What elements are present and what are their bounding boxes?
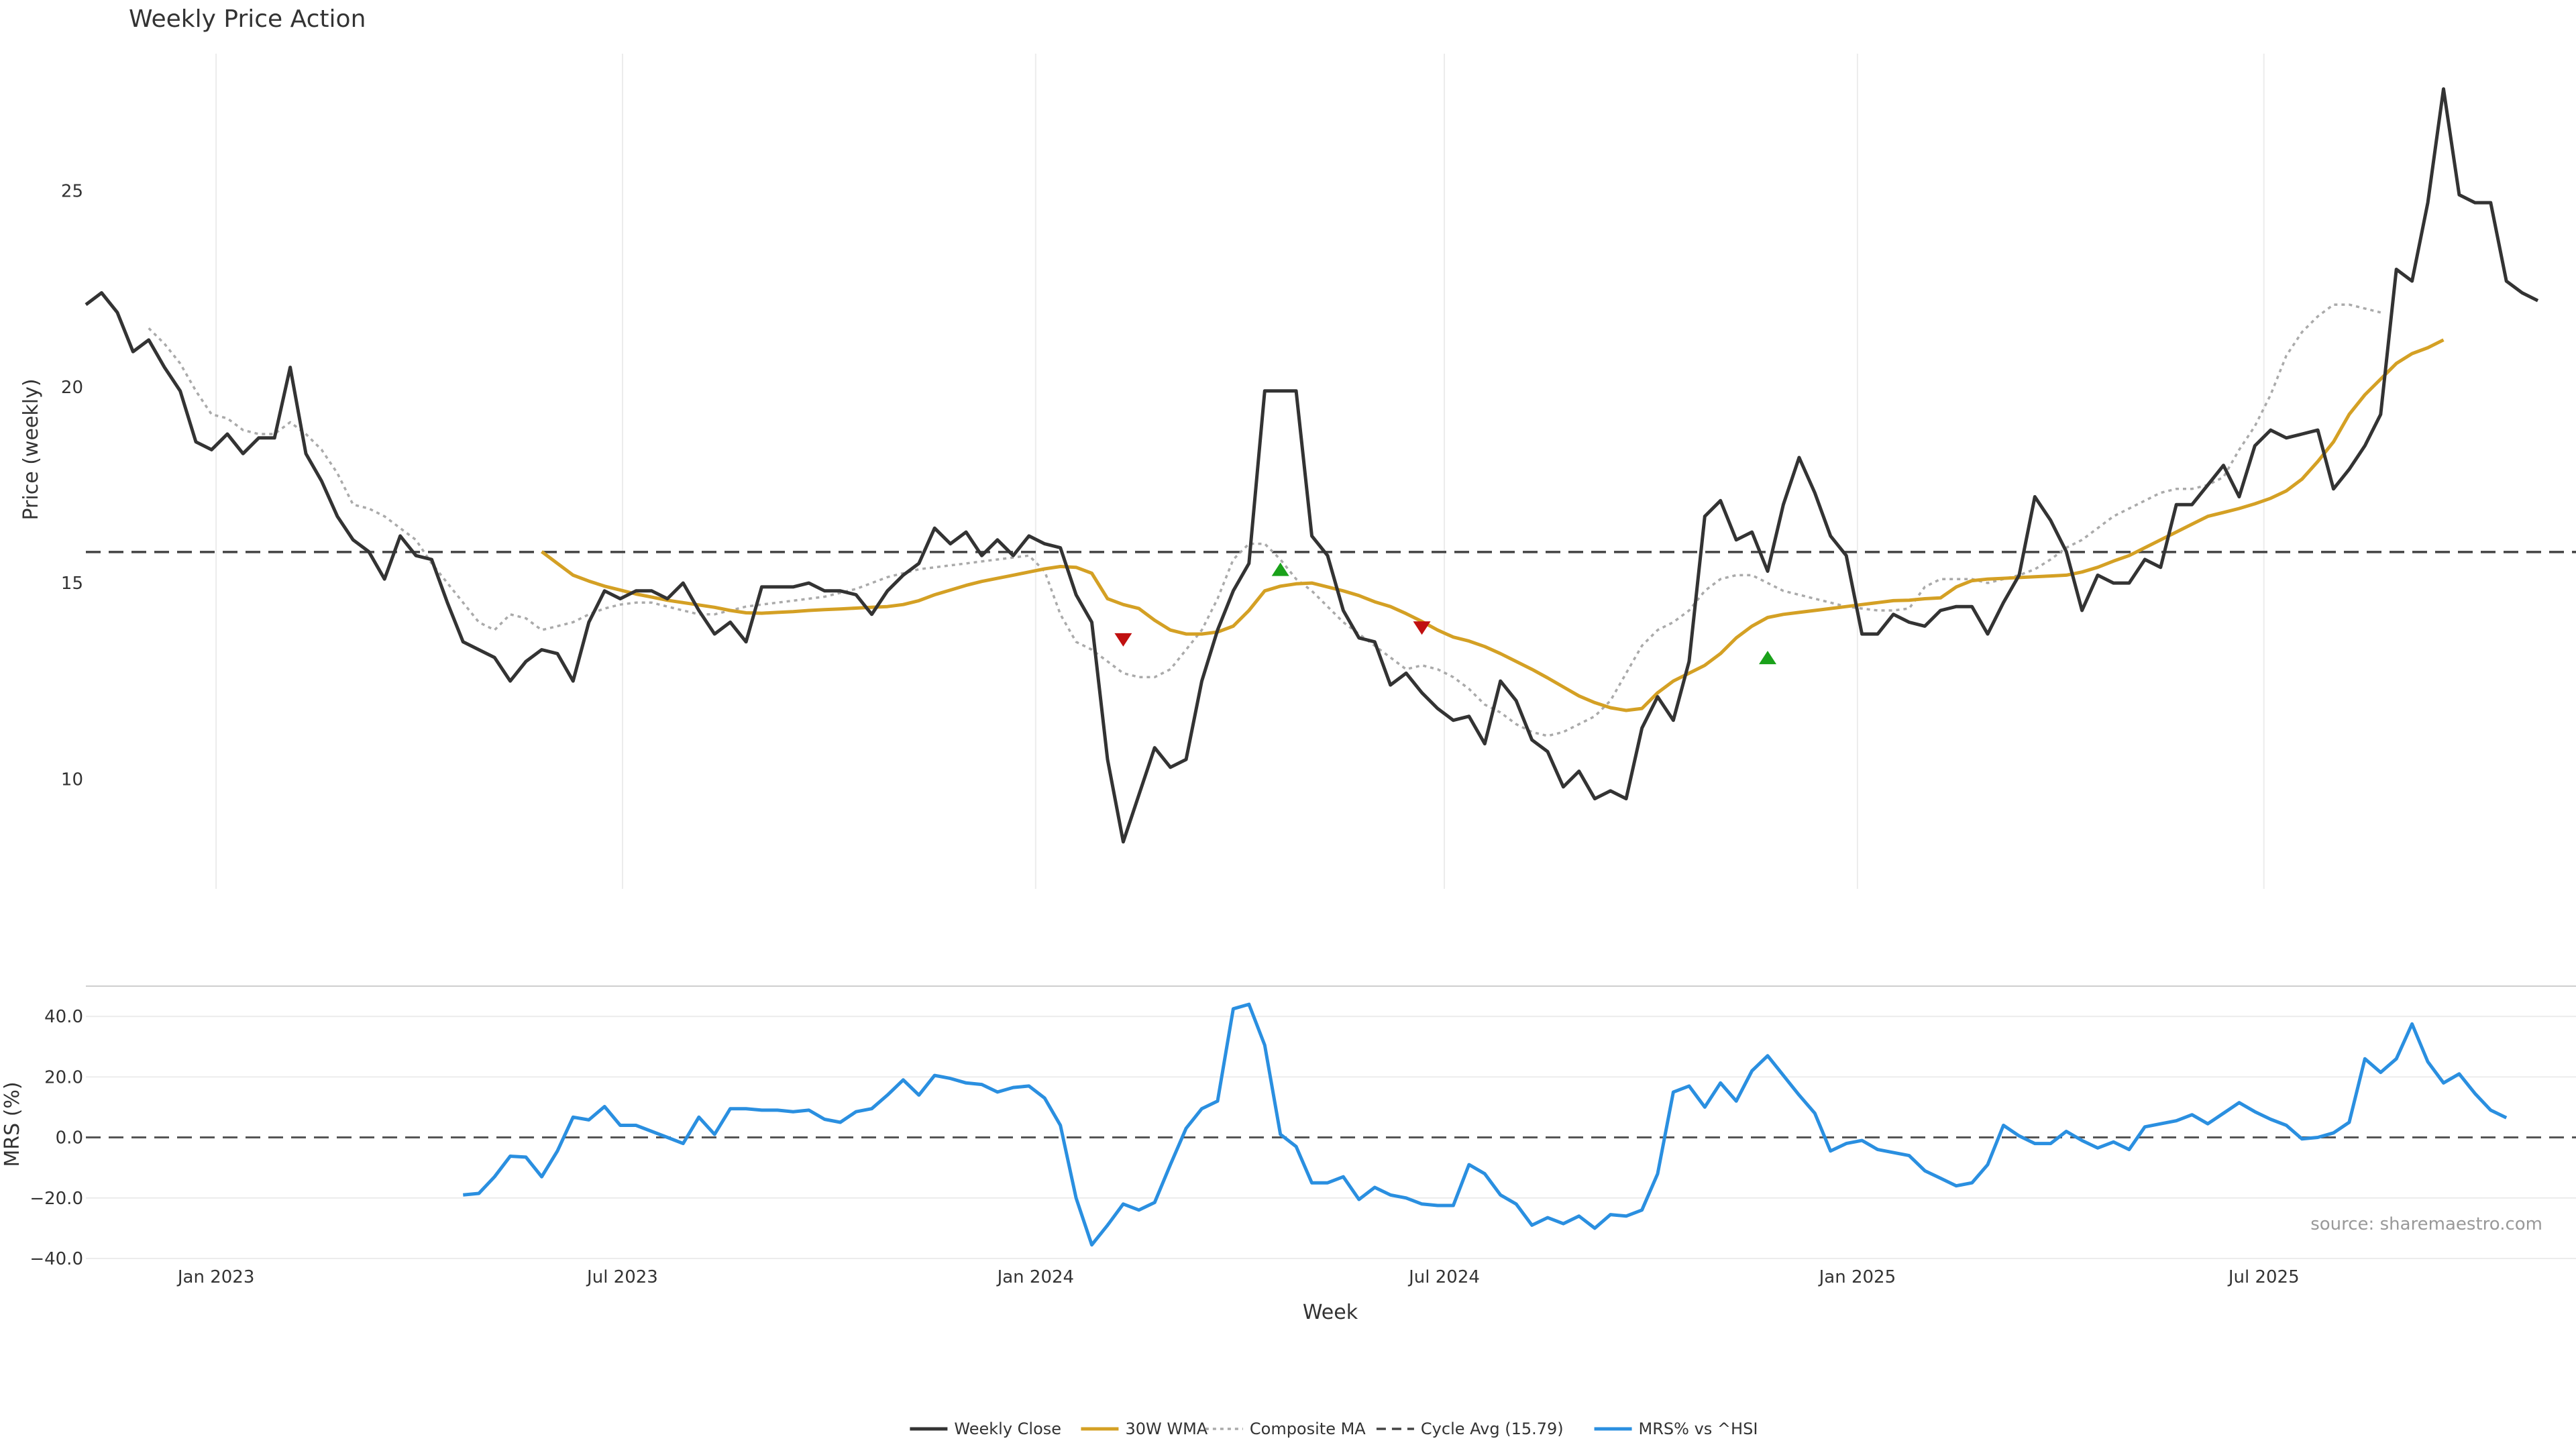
x-tick-label: Jan 2025 (1818, 1267, 1896, 1287)
chart-legend: Weekly Close 30W WMA Composite MA Cycle Avg… (910, 1419, 1758, 1438)
sell-signal-marker (1114, 633, 1132, 647)
legend-label: Weekly Close (954, 1419, 1061, 1438)
x-axis-label: Week (1303, 1301, 1358, 1324)
buy-signal-marker (1759, 651, 1777, 665)
chart-title: Weekly Price Action (129, 5, 366, 33)
mrs-y-tick-label: 0.0 (56, 1128, 83, 1148)
x-tick-label: Jan 2024 (996, 1267, 1075, 1287)
x-tick-label: Jul 2025 (2227, 1267, 2300, 1287)
x-tick-label: Jul 2023 (586, 1267, 658, 1287)
mrs-line (463, 1002, 2508, 1247)
weekly-close-line (85, 87, 2539, 844)
mrs-y-tick-label: −20.0 (30, 1189, 83, 1209)
wma-30w-line (540, 338, 2445, 712)
mrs-y-tick-label: 20.0 (44, 1067, 83, 1087)
composite-ma-line (148, 303, 2381, 737)
mrs-y-axis-label: MRS (%) (1, 1081, 24, 1167)
mrs-y-tick-label: −40.0 (30, 1249, 83, 1269)
mrs-y-tick-label: 40.0 (44, 1007, 83, 1027)
legend-label: MRS% vs ^HSI (1639, 1419, 1758, 1438)
x-tick-label: Jul 2024 (1407, 1267, 1480, 1287)
price-y-tick-label: 20 (61, 378, 83, 398)
price-y-tick-label: 15 (61, 574, 83, 594)
sell-signal-marker (1413, 621, 1431, 635)
price-y-tick-label: 10 (61, 769, 83, 790)
legend-label: 30W WMA (1125, 1419, 1208, 1438)
legend-label: Composite MA (1250, 1419, 1366, 1438)
legend-label: Cycle Avg (15.79) (1421, 1419, 1564, 1438)
source-note: source: sharemaestro.com (2310, 1214, 2542, 1234)
buy-signal-marker (1271, 562, 1289, 576)
x-tick-label: Jan 2023 (176, 1267, 255, 1287)
price-y-axis-label: Price (weekly) (19, 378, 43, 520)
price-y-tick-label: 25 (61, 182, 83, 202)
